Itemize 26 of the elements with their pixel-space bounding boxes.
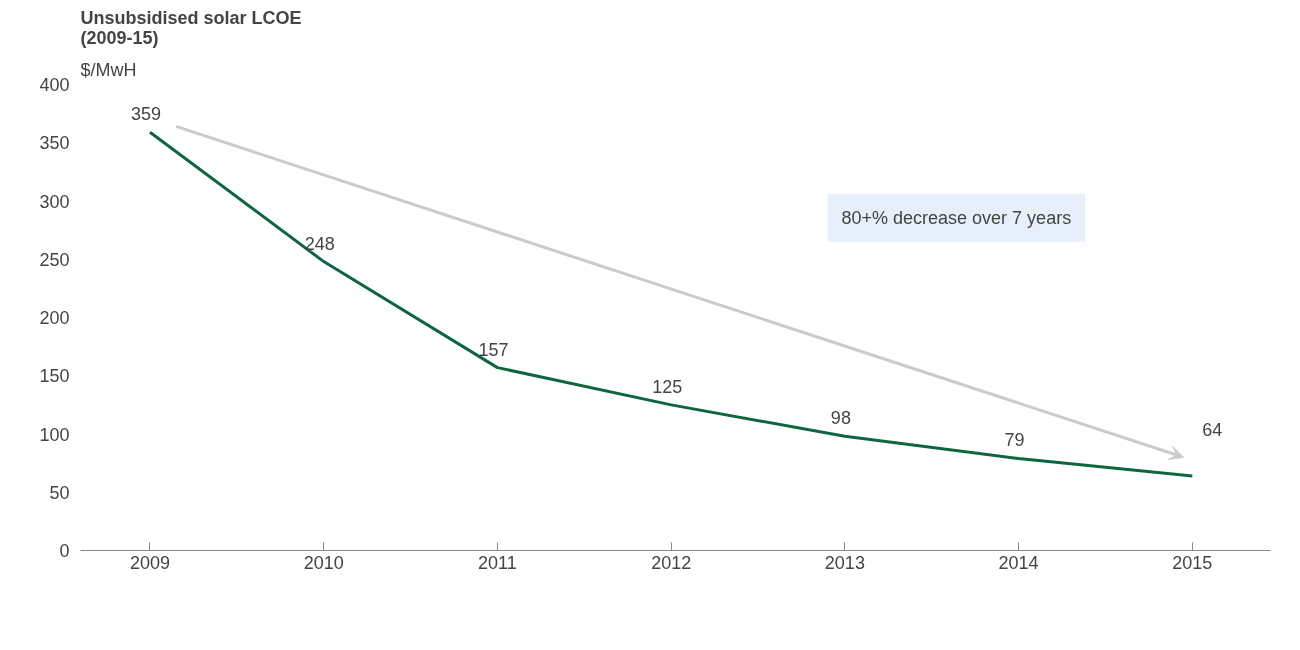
data-label: 157 xyxy=(478,339,509,360)
y-tick-label: 350 xyxy=(39,133,70,154)
data-label: 125 xyxy=(652,376,683,397)
x-tick-label: 2013 xyxy=(824,552,865,573)
x-tick-label: 2012 xyxy=(651,552,692,573)
x-tick-label: 2014 xyxy=(998,552,1039,573)
y-tick-label: 400 xyxy=(39,75,70,95)
y-tick-label: 150 xyxy=(39,366,70,387)
data-label: 79 xyxy=(1004,430,1025,451)
data-label: 64 xyxy=(1202,419,1223,440)
x-tick-label: 2015 xyxy=(1172,552,1213,573)
y-tick-label: 50 xyxy=(49,482,70,503)
chart-title: Unsubsidised solar LCOE (2009-15) xyxy=(80,7,302,48)
x-tick-label: 2011 xyxy=(478,552,517,573)
y-tick-label: 100 xyxy=(39,424,70,445)
annotation: 80+% decrease over 7 years xyxy=(841,207,1072,228)
x-tick-label: 2010 xyxy=(303,552,344,573)
y-axis-title: $/MwH xyxy=(80,59,137,80)
y-tick-label: 0 xyxy=(59,541,70,561)
y-tick-label: 200 xyxy=(39,308,70,328)
x-tick-label: 2009 xyxy=(129,552,171,573)
data-label: 248 xyxy=(304,233,335,254)
y-tick-label: 300 xyxy=(39,191,70,212)
y-tick-label: 250 xyxy=(39,249,70,270)
data-label: 98 xyxy=(830,408,851,429)
data-label: 359 xyxy=(130,104,162,125)
